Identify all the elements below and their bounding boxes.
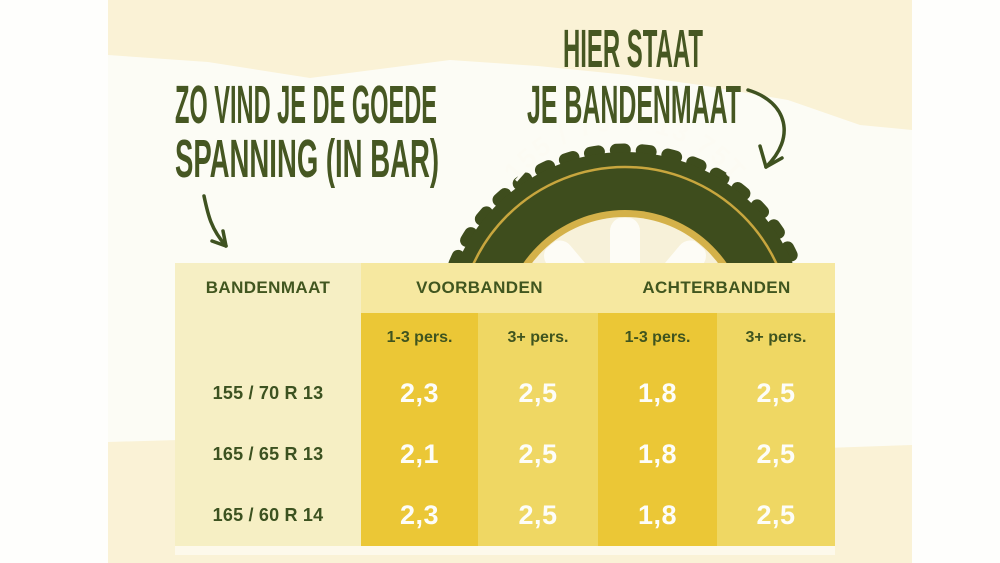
row-label: 165 / 65 R 13 — [175, 424, 361, 484]
pressure-value: 2,5 — [478, 484, 598, 546]
left-heading-line2: SPANNING (IN BAR) — [175, 129, 439, 189]
row-label: 155 / 70 R 13 — [175, 363, 361, 424]
table-corner-header: BANDENMAAT — [175, 263, 361, 313]
pressure-value: 1,8 — [598, 424, 717, 484]
pressure-value: 2,5 — [717, 484, 835, 546]
arrow-to-table-icon — [202, 194, 228, 248]
table-bottom-shadow — [175, 546, 835, 555]
pressure-value: 1,8 — [598, 363, 717, 424]
pressure-value: 2,3 — [361, 363, 478, 424]
pressure-value: 1,8 — [598, 484, 717, 546]
pressure-value: 2,5 — [717, 363, 835, 424]
row-label: 165 / 60 R 14 — [175, 484, 361, 546]
pressure-value: 2,5 — [717, 424, 835, 484]
pressure-value: 2,5 — [478, 424, 598, 484]
sub-header: 1-3 pers. — [361, 313, 478, 363]
sub-header: 1-3 pers. — [598, 313, 717, 363]
left-heading-line1: ZO VIND JE DE GOEDE — [175, 75, 437, 135]
arrow-to-tire-icon — [746, 88, 786, 169]
group-header-voorbanden: VOORBANDEN — [361, 263, 598, 313]
table-spacer-cell — [175, 313, 361, 363]
right-heading-line2: JE BANDENMAAT — [527, 75, 741, 135]
pressure-value: 2,1 — [361, 424, 478, 484]
sub-header: 3+ pers. — [717, 313, 835, 363]
pressure-table: BANDENMAAT VOORBANDEN ACHTERBANDEN 1-3 p… — [175, 263, 835, 546]
pressure-value: 2,3 — [361, 484, 478, 546]
pressure-value: 2,5 — [478, 363, 598, 424]
right-heading-line1: HIER STAAT — [563, 19, 703, 79]
group-header-achterbanden: ACHTERBANDEN — [598, 263, 835, 313]
sub-header: 3+ pers. — [478, 313, 598, 363]
